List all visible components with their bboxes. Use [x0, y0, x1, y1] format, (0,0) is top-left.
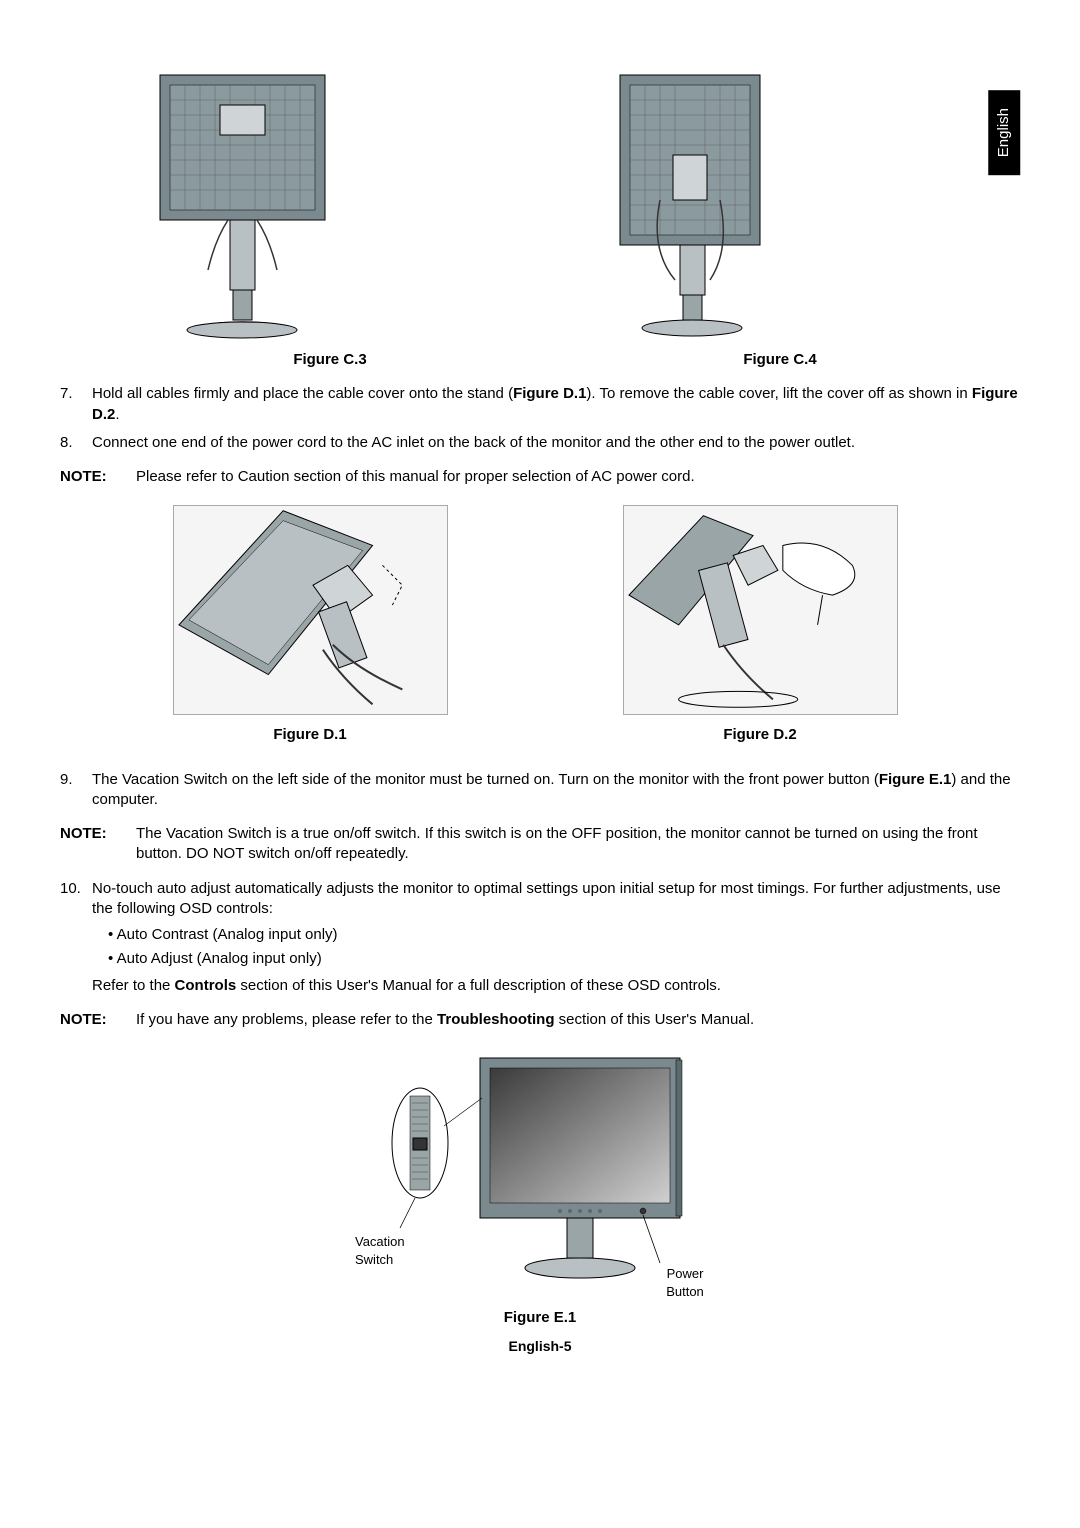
figure-d1-caption: Figure D.1 — [110, 725, 510, 745]
step-7: 7. Hold all cables firmly and place the … — [60, 384, 1020, 425]
figure-c4-image — [580, 70, 805, 340]
note-3: NOTE: If you have any problems, please r… — [60, 1010, 1020, 1030]
bullet-auto-contrast: Auto Contrast (Analog input only) — [108, 925, 1020, 945]
figure-c3-image — [130, 70, 355, 340]
figure-e1-image — [360, 1048, 720, 1298]
step-9: 9. The Vacation Switch on the left side … — [60, 770, 1020, 811]
figure-e1-block: Vacation Switch Power Button Figure E.1 … — [60, 1048, 1020, 1355]
figure-d2-image — [623, 505, 898, 715]
power-button-label: Power Button — [650, 1265, 720, 1300]
step-10: 10. No-touch auto adjust automatically a… — [60, 879, 1020, 996]
figure-d2-caption: Figure D.2 — [560, 725, 960, 745]
figure-e1-caption: Figure E.1 — [60, 1308, 1020, 1328]
figure-c4-caption: Figure C.4 — [580, 350, 980, 370]
figure-row-c: Figure C.3 — [60, 70, 1020, 370]
figure-d1-image — [173, 505, 448, 715]
step-8: 8. Connect one end of the power cord to … — [60, 433, 1020, 453]
note-2: NOTE: The Vacation Switch is a true on/o… — [60, 824, 1020, 865]
figure-row-d: Figure D.1 Figure D.2 — [60, 505, 1020, 745]
language-tab: English — [988, 90, 1020, 175]
figure-c3-caption: Figure C.3 — [130, 350, 530, 370]
vacation-switch-label: Vacation Switch — [355, 1233, 405, 1268]
note-1: NOTE: Please refer to Caution section of… — [60, 467, 1020, 487]
bullet-auto-adjust: Auto Adjust (Analog input only) — [108, 949, 1020, 969]
page-footer: English-5 — [60, 1337, 1020, 1356]
